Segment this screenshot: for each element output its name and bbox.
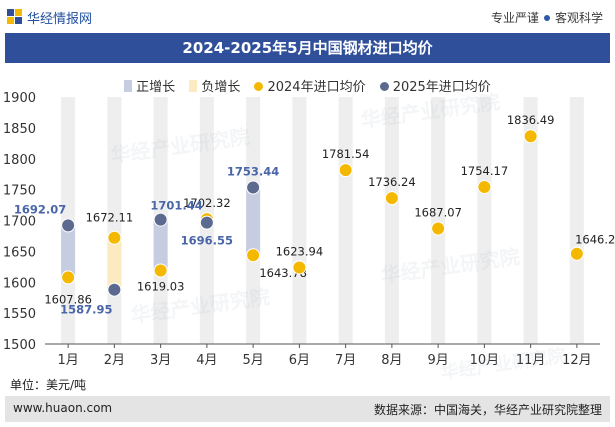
legend-item-2024: 2024年进口均价 bbox=[254, 76, 366, 95]
legend-item-negative: 负增长 bbox=[189, 76, 240, 95]
point-2025 bbox=[107, 282, 122, 297]
data-label-2024: 1736.24 bbox=[368, 175, 416, 189]
column-bg-11 bbox=[523, 97, 538, 344]
x-tick-label: 6月 bbox=[289, 353, 310, 368]
data-label-2024: 1836.49 bbox=[507, 113, 555, 127]
data-label-2024: 1623.94 bbox=[276, 244, 324, 258]
legend-label-negative: 负增长 bbox=[201, 80, 241, 95]
data-label-2024: 1672.11 bbox=[86, 211, 134, 225]
column-bg-10 bbox=[477, 97, 492, 344]
slogan: 专业严谨 客观科学 bbox=[491, 9, 603, 26]
legend-label-2025: 2025年进口均价 bbox=[392, 80, 491, 95]
data-label-2025: 1701.44 bbox=[150, 199, 202, 213]
point-2025 bbox=[246, 180, 261, 195]
point-2024 bbox=[477, 180, 492, 195]
x-tick-label: 2月 bbox=[104, 353, 125, 368]
y-tick-label: 1700 bbox=[3, 215, 36, 230]
unit-label: 单位：美元/吨 bbox=[10, 378, 87, 392]
legend-swatch-negative bbox=[189, 80, 198, 92]
x-tick-label: 3月 bbox=[150, 353, 171, 368]
legend-label-positive: 正增长 bbox=[136, 80, 176, 95]
x-tick-label: 10月 bbox=[470, 353, 500, 368]
y-tick-label: 1750 bbox=[3, 184, 36, 199]
point-2025 bbox=[153, 212, 168, 227]
y-tick-label: 1650 bbox=[3, 245, 36, 260]
data-label-2025: 1753.44 bbox=[227, 165, 279, 179]
x-tick-label: 5月 bbox=[242, 353, 263, 368]
point-2025 bbox=[61, 218, 76, 233]
point-2024 bbox=[246, 248, 261, 263]
point-2024 bbox=[153, 263, 168, 278]
top-bar: 华经情报网 专业严谨 客观科学 bbox=[0, 0, 615, 33]
column-bg-12 bbox=[569, 97, 584, 344]
y-tick-label: 1900 bbox=[3, 91, 36, 106]
data-label-2024: 1781.54 bbox=[322, 147, 370, 161]
legend-swatch-2025 bbox=[379, 82, 389, 91]
point-2024 bbox=[338, 163, 353, 178]
positive-growth-bar bbox=[246, 187, 261, 256]
data-label-2024: 1619.03 bbox=[137, 279, 185, 293]
data-label-2025: 1696.55 bbox=[181, 234, 233, 248]
legend-swatch-positive bbox=[124, 80, 133, 92]
column-bg-7 bbox=[338, 97, 353, 344]
x-tick-label: 11月 bbox=[516, 353, 546, 368]
point-2024 bbox=[292, 260, 307, 275]
y-tick-label: 1550 bbox=[3, 307, 36, 322]
data-label-2025: 1587.95 bbox=[60, 303, 112, 317]
positive-growth-bar bbox=[61, 225, 76, 278]
legend-item-2025: 2025年进口均价 bbox=[379, 76, 491, 95]
logo-icon bbox=[7, 9, 22, 24]
negative-growth-bar bbox=[107, 237, 122, 290]
x-tick-label: 4月 bbox=[196, 353, 217, 368]
point-2024 bbox=[107, 230, 122, 245]
x-tick-label: 1月 bbox=[57, 353, 78, 368]
x-tick-label: 8月 bbox=[381, 353, 402, 368]
y-tick-label: 1600 bbox=[3, 276, 36, 291]
point-2024 bbox=[431, 221, 446, 236]
data-label-2024: 1702.32 bbox=[183, 196, 231, 210]
x-tick-label: 7月 bbox=[335, 353, 356, 368]
point-2024 bbox=[523, 129, 538, 144]
brand-name: 华经情报网 bbox=[27, 12, 93, 27]
data-label-2024: 1754.17 bbox=[461, 164, 509, 178]
data-label-2025: 1692.07 bbox=[14, 202, 66, 216]
point-2024 bbox=[569, 246, 584, 261]
data-label-2024: 1646.23 bbox=[575, 233, 615, 247]
point-2024 bbox=[384, 191, 399, 206]
y-tick-label: 1850 bbox=[3, 122, 36, 137]
legend-item-positive: 正增长 bbox=[124, 76, 175, 95]
chart-legend: 正增长 负增长 2024年进口均价 2025年进口均价 bbox=[0, 76, 615, 95]
column-bg-6 bbox=[292, 97, 307, 344]
y-tick-label: 1500 bbox=[3, 338, 36, 353]
footer-bar: www.huaon.com 数据来源：中国海关，华经产业研究院整理 bbox=[5, 396, 610, 422]
legend-label-2024: 2024年进口均价 bbox=[267, 80, 366, 95]
point-2025 bbox=[199, 215, 214, 230]
slogan-left: 专业严谨 bbox=[490, 11, 539, 25]
column-bg-9 bbox=[431, 97, 446, 344]
chart-title: 2024-2025年5月中国钢材进口均价 bbox=[5, 33, 610, 63]
slogan-right: 客观科学 bbox=[554, 11, 603, 25]
x-tick-label: 9月 bbox=[427, 353, 448, 368]
y-tick-label: 1800 bbox=[3, 153, 36, 168]
positive-growth-bar bbox=[153, 219, 168, 271]
footer-url[interactable]: www.huaon.com bbox=[13, 401, 113, 415]
footer-source: 数据来源：中国海关，华经产业研究院整理 bbox=[373, 403, 602, 417]
x-tick-label: 12月 bbox=[562, 353, 592, 368]
slogan-separator-icon bbox=[543, 15, 550, 21]
column-bg-8 bbox=[384, 97, 399, 344]
data-label-2024: 1607.86 bbox=[44, 292, 92, 306]
data-label-2024: 1687.07 bbox=[414, 205, 462, 219]
point-2024 bbox=[61, 270, 76, 285]
legend-swatch-2024 bbox=[254, 82, 264, 91]
